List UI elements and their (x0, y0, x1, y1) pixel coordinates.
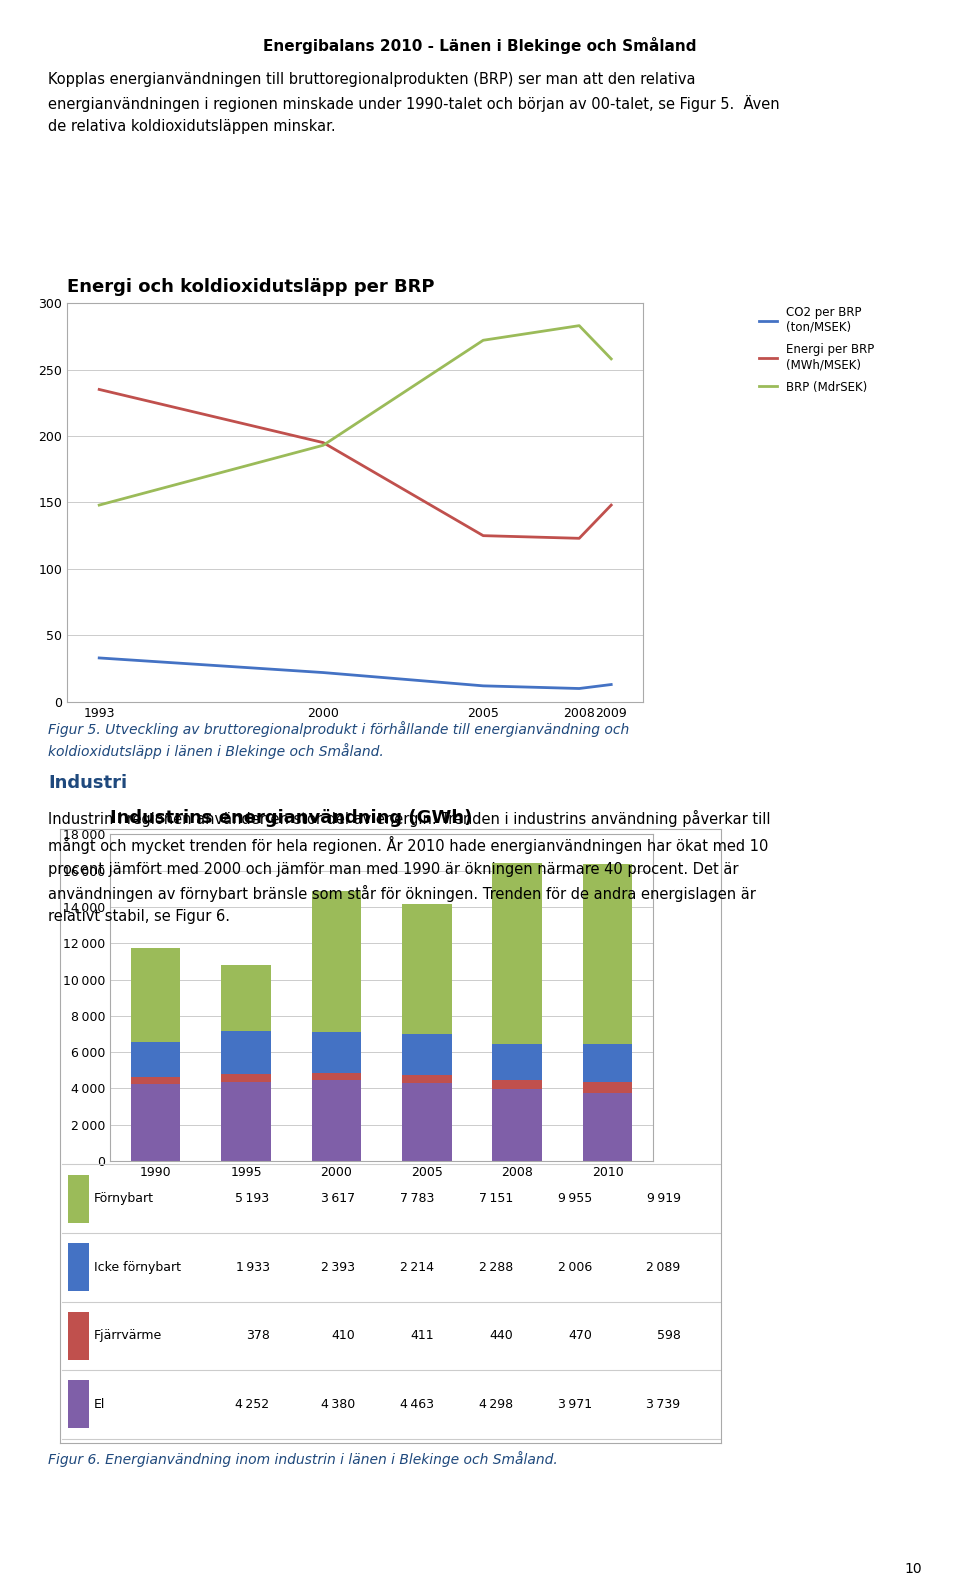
Text: 410: 410 (331, 1329, 355, 1343)
Text: 7 783: 7 783 (399, 1191, 434, 1206)
Bar (131, 947, 180, 1042)
Text: Figur 5. Utveckling av bruttoregionalprodukt i förhållande till energianvändning: Figur 5. Utveckling av bruttoregionalpro… (48, 721, 629, 759)
Text: 3 617: 3 617 (321, 1191, 355, 1206)
Bar (67, 1380, 88, 1429)
Text: 2 288: 2 288 (479, 1260, 513, 1274)
Text: 2 393: 2 393 (321, 1260, 355, 1274)
Text: Industrins energianvändning (GWh): Industrins energianvändning (GWh) (110, 809, 472, 828)
Bar (402, 1075, 451, 1083)
Text: 9 955: 9 955 (558, 1191, 591, 1206)
Bar (131, 1085, 180, 1161)
Legend: CO2 per BRP
(ton/MSEK), Energi per BRP
(MWh/MSEK), BRP (MdrSEK): CO2 per BRP (ton/MSEK), Energi per BRP (… (755, 301, 879, 399)
Bar (402, 904, 451, 1034)
Text: 4 298: 4 298 (479, 1397, 513, 1412)
Text: 2 006: 2 006 (558, 1260, 591, 1274)
Text: 4 380: 4 380 (321, 1397, 355, 1412)
Bar (583, 1093, 633, 1161)
Text: 411: 411 (410, 1329, 434, 1343)
Bar (402, 1083, 451, 1161)
Text: Förnybart: Förnybart (94, 1191, 154, 1206)
Bar (131, 1042, 180, 1077)
Text: Kopplas energianvändningen till bruttoregionalprodukten (BRP) ser man att den re: Kopplas energianvändningen till bruttore… (48, 72, 780, 134)
Text: El: El (94, 1397, 106, 1412)
Bar (583, 1045, 633, 1083)
Text: Energibalans 2010 - Länen i Blekinge och Småland: Energibalans 2010 - Länen i Blekinge och… (263, 37, 697, 54)
Text: 1 933: 1 933 (235, 1260, 270, 1274)
Text: Fjärrvärme: Fjärrvärme (94, 1329, 162, 1343)
Bar (312, 892, 361, 1032)
Text: 5 193: 5 193 (235, 1191, 270, 1206)
Text: Industri: Industri (48, 774, 127, 791)
Bar (221, 1030, 271, 1073)
Bar (583, 1083, 633, 1093)
Bar (312, 1080, 361, 1161)
Text: Figur 6. Energianvändning inom industrin i länen i Blekinge och Småland.: Figur 6. Energianvändning inom industrin… (48, 1451, 558, 1467)
Text: 598: 598 (657, 1329, 681, 1343)
Bar (67, 1243, 88, 1292)
Text: 3 971: 3 971 (558, 1397, 591, 1412)
Text: 378: 378 (246, 1329, 270, 1343)
Text: Energi och koldioxidutsläpp per BRP: Energi och koldioxidutsläpp per BRP (67, 278, 435, 297)
Text: 3 739: 3 739 (646, 1397, 681, 1412)
Text: Icke förnybart: Icke förnybart (94, 1260, 181, 1274)
Bar (221, 1081, 271, 1161)
Bar (492, 863, 542, 1045)
Text: Industrin i regionen använder en stor del av energin. Trenden i industrins använ: Industrin i regionen använder en stor de… (48, 810, 771, 924)
Bar (492, 1080, 542, 1089)
Text: 4 252: 4 252 (235, 1397, 270, 1412)
Text: 2 214: 2 214 (400, 1260, 434, 1274)
Text: 7 151: 7 151 (479, 1191, 513, 1206)
Bar (221, 965, 271, 1030)
Bar (492, 1089, 542, 1161)
Bar (402, 1034, 451, 1075)
Text: 470: 470 (568, 1329, 591, 1343)
Text: 4 463: 4 463 (400, 1397, 434, 1412)
Text: 9 919: 9 919 (646, 1191, 681, 1206)
Text: 2 089: 2 089 (646, 1260, 681, 1274)
Bar (583, 864, 633, 1045)
Text: 10: 10 (904, 1562, 922, 1576)
Bar (492, 1045, 542, 1080)
Text: 440: 440 (489, 1329, 513, 1343)
Bar (67, 1174, 88, 1223)
Bar (131, 1077, 180, 1085)
Bar (67, 1311, 88, 1361)
Bar (221, 1073, 271, 1081)
Bar (312, 1072, 361, 1080)
Bar (312, 1032, 361, 1072)
